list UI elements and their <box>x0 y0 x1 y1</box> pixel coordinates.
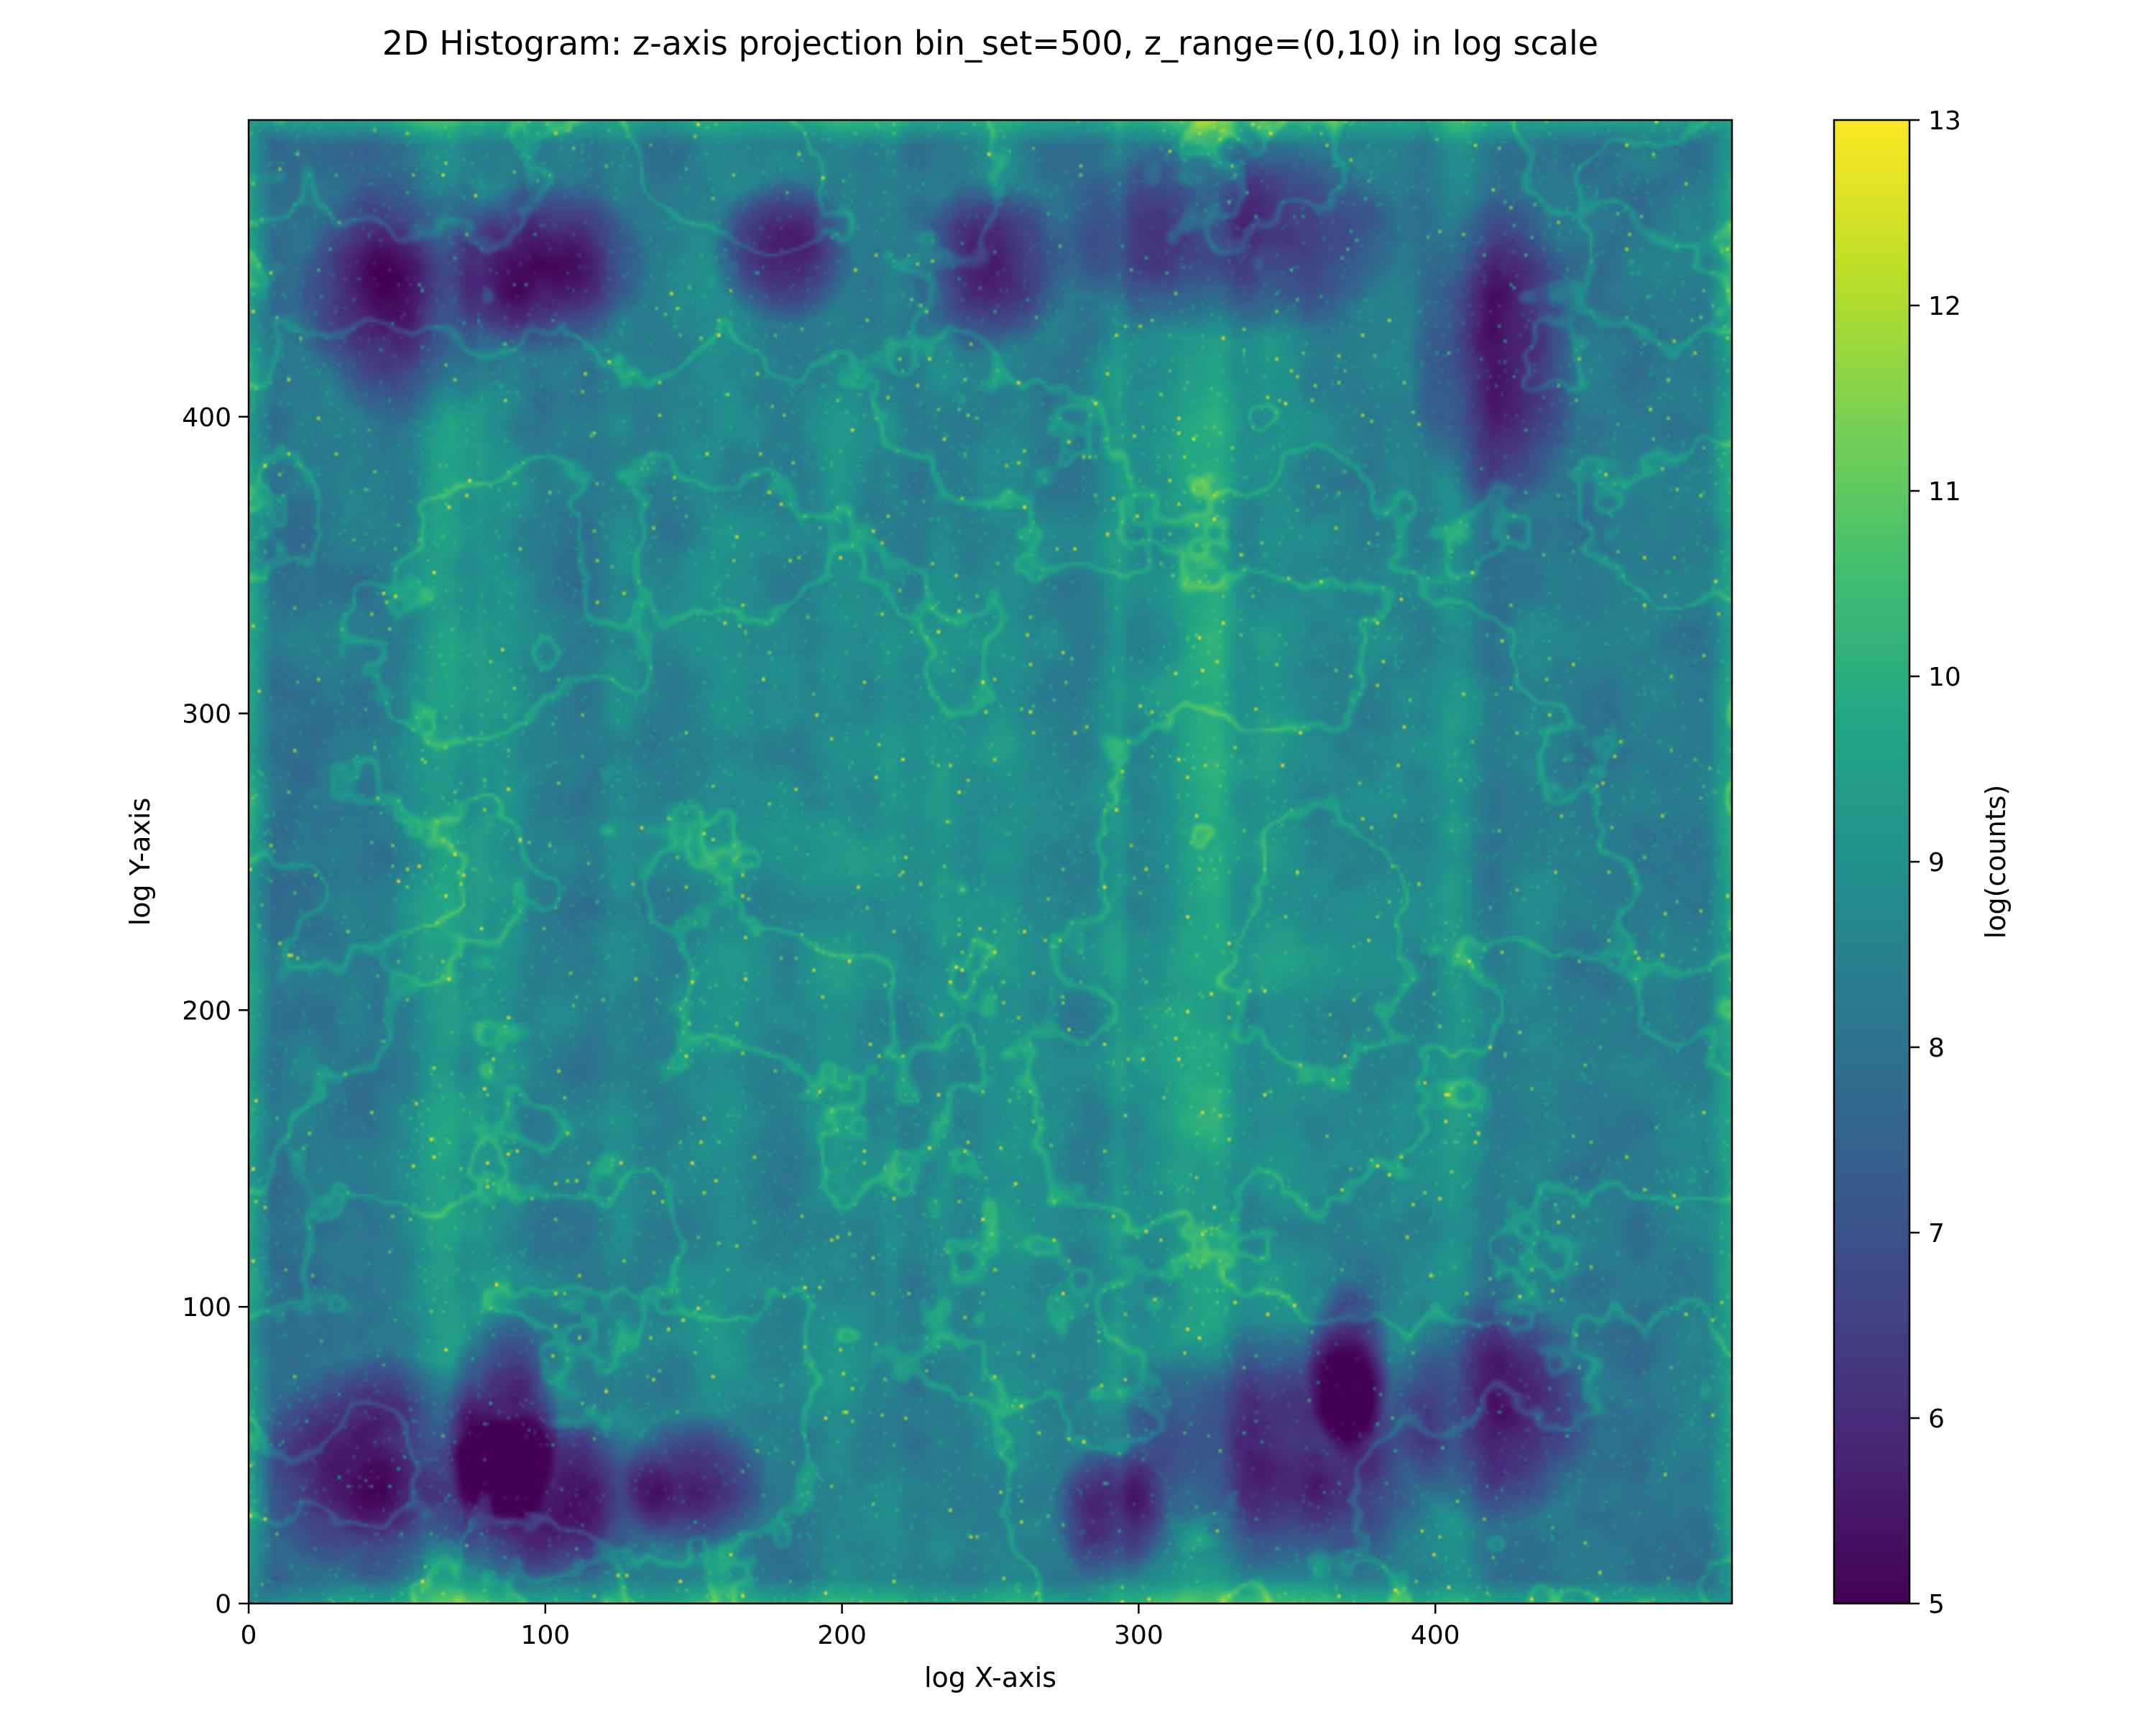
colorbar-label: log(counts) <box>1980 785 2012 939</box>
colorbar-tick-label: 11 <box>1928 477 1961 507</box>
colorbar-tick-label: 12 <box>1928 292 1961 321</box>
y-tick-label: 0 <box>215 1590 231 1619</box>
x-tick-label: 400 <box>1411 1621 1460 1650</box>
colorbar-tick-label: 10 <box>1928 663 1961 692</box>
colorbar-tick-label: 7 <box>1928 1219 1945 1248</box>
x-tick-label: 0 <box>241 1621 257 1650</box>
colorbar: 5 6 7 8 9 10 11 12 13 log(counts) <box>1833 106 2012 1619</box>
colorbar-tick-label: 9 <box>1928 848 1945 878</box>
x-tick-label: 100 <box>520 1621 570 1650</box>
x-tick-label: 300 <box>1114 1621 1164 1650</box>
colorbar-tick-label: 6 <box>1928 1404 1945 1434</box>
chart-title: 2D Histogram: z-axis projection bin_set=… <box>382 24 1598 63</box>
y-axis: 0 100 200 300 400 <box>182 403 249 1619</box>
colorbar-gradient <box>1833 119 1911 1605</box>
x-axis-label: log X-axis <box>924 1662 1056 1693</box>
colorbar-tick-label: 5 <box>1928 1590 1945 1619</box>
heatmap-image <box>249 120 1732 1604</box>
colorbar-tick-label: 8 <box>1928 1034 1945 1063</box>
x-axis: 0 100 200 300 400 <box>241 1604 1460 1650</box>
colorbar-ticks: 5 6 7 8 9 10 11 12 13 <box>1909 106 1961 1619</box>
y-tick-label: 300 <box>182 700 231 730</box>
y-axis-label: log Y-axis <box>124 798 156 926</box>
y-tick-label: 200 <box>182 996 231 1026</box>
heatmap-area <box>249 120 1732 1604</box>
y-tick-label: 100 <box>182 1293 231 1322</box>
plot-frame <box>247 119 1733 1605</box>
y-tick-label: 400 <box>182 403 231 433</box>
colorbar-tick-label: 13 <box>1928 106 1961 136</box>
x-tick-label: 200 <box>817 1621 867 1650</box>
